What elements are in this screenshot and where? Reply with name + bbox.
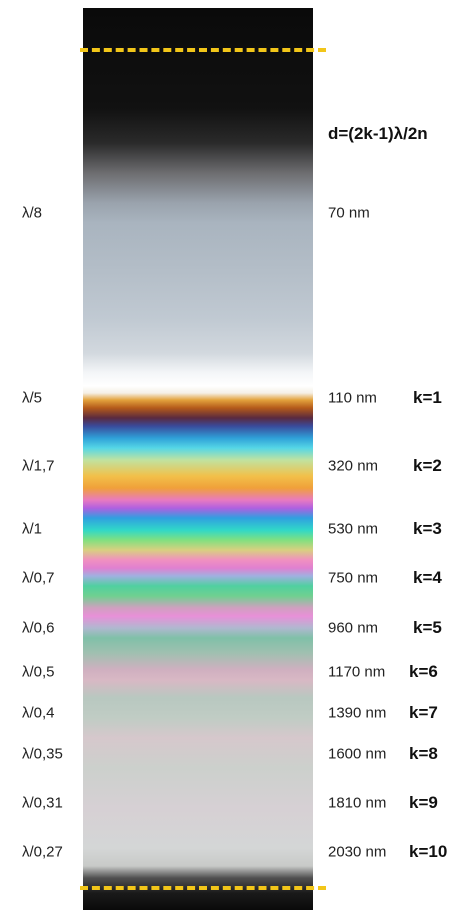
wavelength-ratio: λ/0,27 (22, 844, 63, 861)
wavelength-ratio: λ/0,35 (22, 746, 63, 763)
wavelength-ratio: λ/1 (22, 521, 42, 538)
order: k=2 (413, 456, 442, 476)
thickness: 110 nm (328, 390, 377, 407)
order: k=6 (409, 662, 438, 682)
order: k=4 (413, 568, 442, 588)
wavelength-ratio: λ/5 (22, 390, 42, 407)
order: k=9 (409, 793, 438, 813)
thickness: 320 nm (328, 458, 378, 475)
order: k=8 (409, 744, 438, 764)
figure: {"formula": "d=(2k-1)λ/2n", "rows": [ {"… (0, 0, 467, 910)
thickness: 530 nm (328, 521, 378, 538)
thickness: 750 nm (328, 570, 378, 587)
order: k=5 (413, 618, 442, 638)
thickness: 2030 nm (328, 844, 386, 861)
marker-line (80, 48, 326, 52)
thickness: 1170 nm (328, 664, 385, 681)
wavelength-ratio: λ/0,31 (22, 795, 63, 812)
formula: d=(2k-1)λ/2n (328, 124, 428, 144)
thickness: 960 nm (328, 620, 378, 637)
order: k=7 (409, 703, 438, 723)
wavelength-ratio: λ/1,7 (22, 458, 55, 475)
marker-line (80, 886, 326, 890)
thickness: 1390 nm (328, 705, 386, 722)
thickness: 1810 nm (328, 795, 386, 812)
order: k=10 (409, 842, 447, 862)
wavelength-ratio: λ/8 (22, 205, 42, 222)
thickness: 70 nm (328, 205, 370, 222)
soap-film-photo (83, 8, 313, 910)
thickness: 1600 nm (328, 746, 386, 763)
order: k=1 (413, 388, 442, 408)
wavelength-ratio: λ/0,7 (22, 570, 55, 587)
wavelength-ratio: λ/0,4 (22, 705, 55, 722)
order: k=3 (413, 519, 442, 539)
wavelength-ratio: λ/0,5 (22, 664, 55, 681)
wavelength-ratio: λ/0,6 (22, 620, 55, 637)
